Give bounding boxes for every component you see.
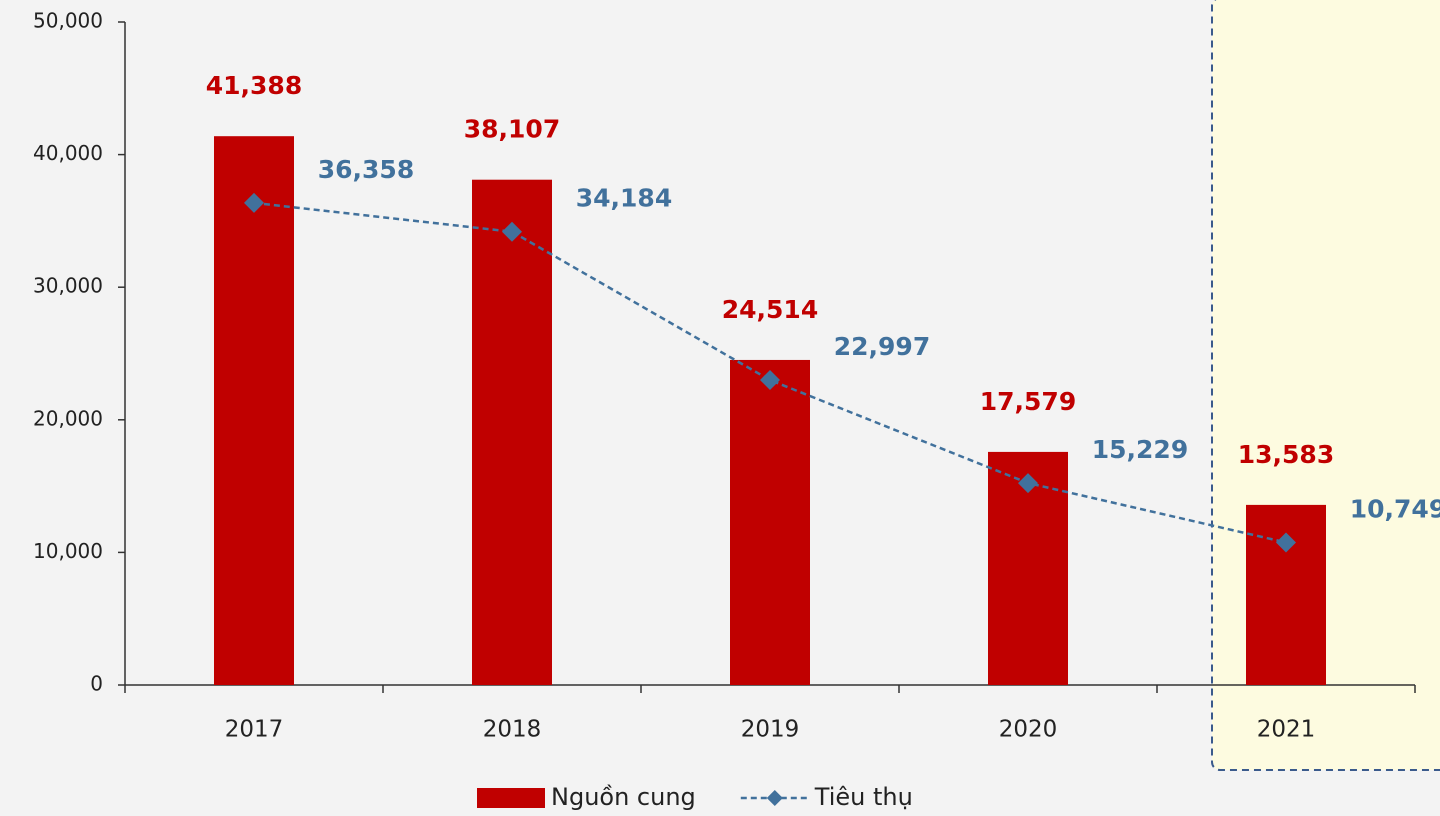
page: 0 10,000 20,000 30,000 40,000 50,000 2017 2018 2… [0, 0, 1440, 816]
x-tick-label: 2017 [225, 717, 284, 743]
x-tick-label: 2019 [741, 717, 800, 743]
line-value-label: 22,997 [834, 332, 930, 361]
bar [730, 360, 810, 685]
bar [472, 180, 552, 685]
y-tick-label: 30,000 [33, 274, 103, 298]
y-tick-label: 50,000 [33, 9, 103, 33]
chart: 0 10,000 20,000 30,000 40,000 50,000 2017 2018 2… [0, 0, 1440, 816]
bar [1246, 505, 1326, 685]
bar-value-label: 38,107 [464, 115, 560, 144]
bar-value-label: 17,579 [980, 387, 1076, 416]
y-tick-label: 40,000 [33, 141, 103, 165]
x-tick-label: 2021 [1257, 717, 1316, 743]
legend-label: Nguồn cung [551, 783, 696, 811]
line-value-label: 15,229 [1092, 435, 1188, 464]
legend-label: Tiêu thụ [814, 783, 913, 811]
x-tick-label: 2020 [999, 717, 1058, 743]
bar-value-label: 13,583 [1238, 440, 1334, 469]
y-tick-label: 20,000 [33, 406, 103, 430]
line-value-label: 10,749 [1350, 494, 1440, 523]
x-tick-label: 2018 [483, 717, 542, 743]
bar-value-label: 41,388 [206, 71, 302, 100]
line-value-label: 36,358 [318, 155, 414, 184]
y-tick-label: 0 [90, 672, 103, 696]
bar [214, 136, 294, 685]
y-tick-label: 10,000 [33, 539, 103, 563]
legend-swatch [477, 788, 545, 808]
line-value-label: 34,184 [576, 184, 672, 213]
bar-value-label: 24,514 [722, 295, 818, 324]
